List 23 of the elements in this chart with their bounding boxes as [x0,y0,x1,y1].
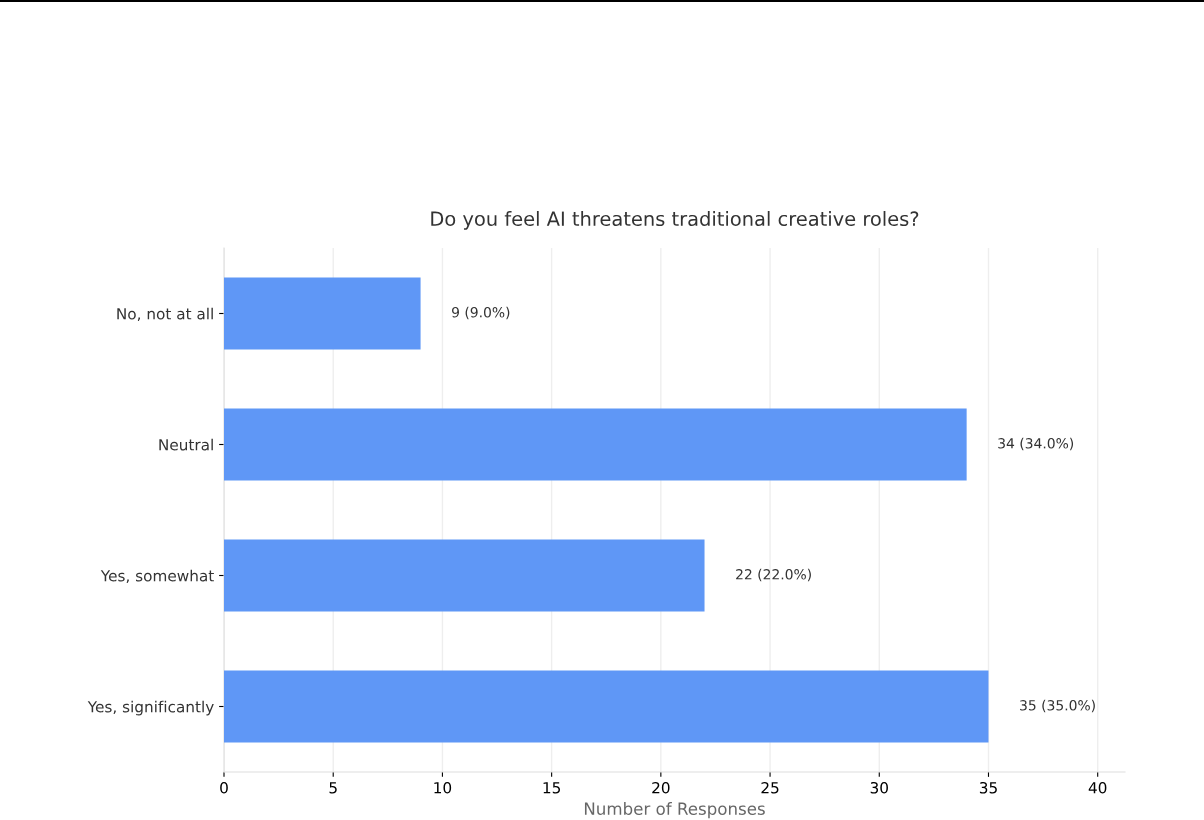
bar [224,670,989,743]
x-axis-title: Number of Responses [584,802,765,819]
x-tick-label: 40 [1088,781,1107,794]
y-tick-label: Neutral [159,438,213,451]
x-tick-label: 0 [220,781,228,794]
x-tick-label: 10 [434,781,452,794]
x-tick-label: 30 [870,781,888,794]
y-tick-label: Yes, somewhat [100,569,214,584]
bar [224,277,421,350]
y-tick-label: No, not at all [117,307,213,322]
bar [224,408,967,481]
data-label: 35 (35.0%) [1020,699,1095,713]
x-tick-label: 25 [761,781,779,794]
x-tick-label: 20 [652,781,670,794]
data-label: 34 (34.0%) [998,437,1074,451]
data-label: 22 (22.0%) [736,568,811,582]
data-label: 9 (9.0%) [452,306,510,320]
chart-title: Do you feel AI threatens traditional creative roles? [431,211,919,230]
x-tick-label: 15 [543,782,561,794]
x-tick-label: 35 [979,781,997,794]
y-tick-label: Yes, significantly [87,700,214,716]
bar [224,539,705,612]
x-tick-label: 5 [329,782,337,794]
